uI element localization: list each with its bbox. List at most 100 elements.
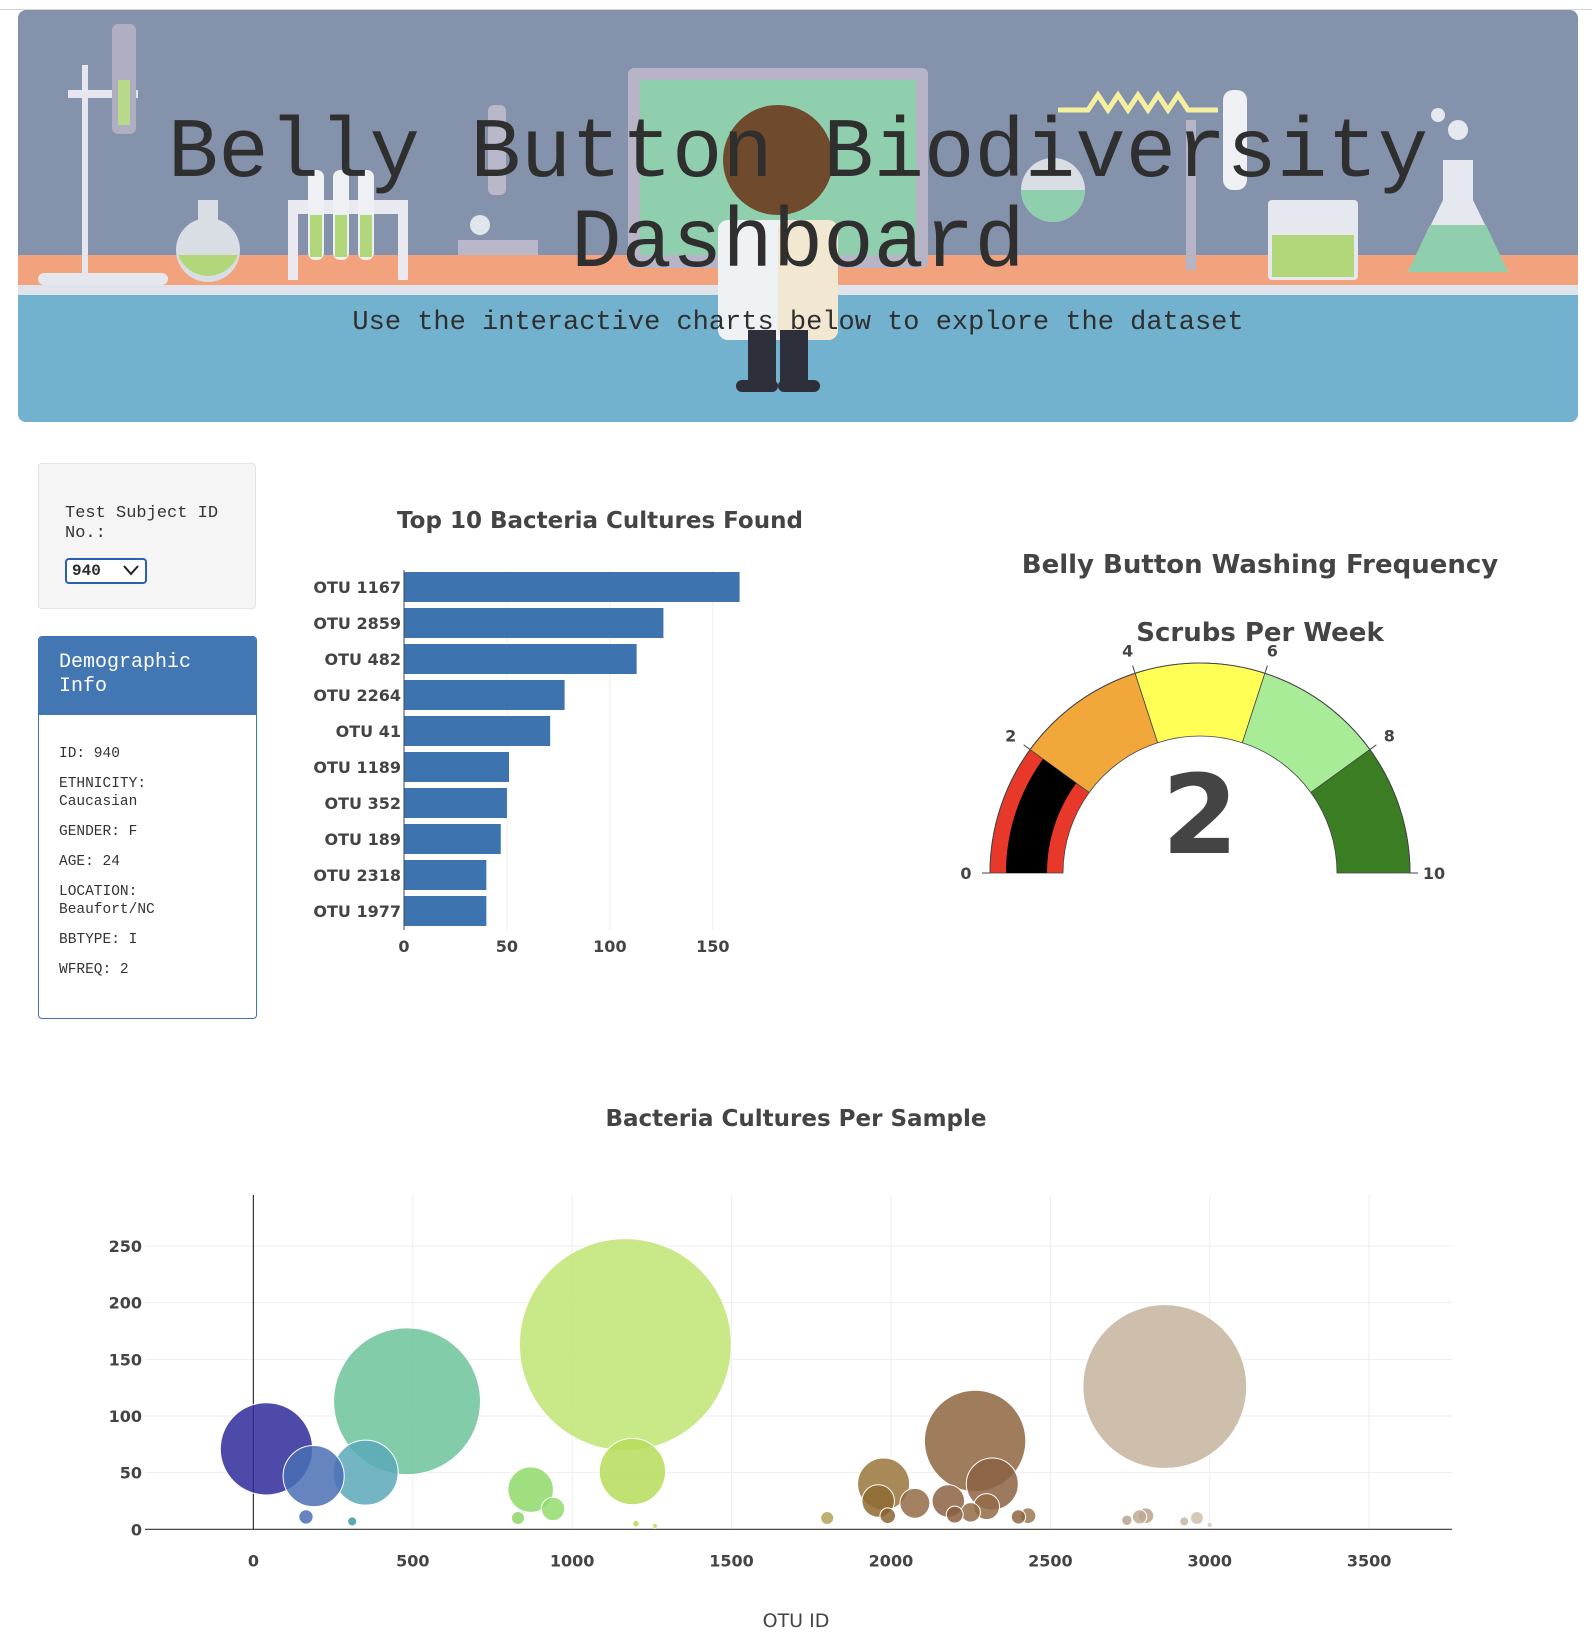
bubble[interactable] bbox=[1189, 1511, 1204, 1525]
bar-category-label: OTU 1977 bbox=[313, 902, 401, 921]
bubble[interactable] bbox=[632, 1519, 640, 1528]
bar[interactable] bbox=[404, 608, 664, 638]
gauge-tick-label: 2 bbox=[1005, 726, 1016, 745]
bubble[interactable] bbox=[973, 1493, 1001, 1521]
bubble[interactable] bbox=[507, 1466, 554, 1513]
gauge-step bbox=[1134, 662, 1266, 744]
bar[interactable] bbox=[404, 896, 487, 926]
bubble[interactable] bbox=[652, 1522, 659, 1529]
bar-chart-title: Top 10 Bacteria Cultures Found bbox=[397, 508, 803, 534]
bar-category-label: OTU 2264 bbox=[313, 686, 401, 705]
bubble[interactable] bbox=[598, 1437, 667, 1506]
subject-selector-panel: Test Subject ID No.: 940 bbox=[38, 463, 256, 609]
demographic-row-bbtype: BBTYPE: I bbox=[59, 932, 138, 948]
page-title: Belly Button Biodiversity Dashboard bbox=[167, 107, 1429, 292]
gauge-tick-label: 0 bbox=[960, 864, 971, 883]
bubble[interactable] bbox=[965, 1457, 1019, 1511]
subject-id-selected-value: 940 bbox=[72, 562, 101, 580]
bar[interactable] bbox=[404, 680, 565, 710]
bar-chart-plot[interactable]: 0 50 100 150 OTU 1167 OTU 2859 OTU 482 OTU 2264… bbox=[300, 490, 860, 990]
bubble-y-tick-label: 150 bbox=[109, 1350, 142, 1369]
bubble[interactable] bbox=[1179, 1516, 1190, 1527]
bubble[interactable] bbox=[219, 1402, 314, 1496]
bubble[interactable] bbox=[518, 1238, 732, 1452]
bubble[interactable] bbox=[510, 1511, 525, 1525]
bar[interactable] bbox=[404, 752, 509, 782]
bubble[interactable] bbox=[1131, 1509, 1148, 1525]
bubble[interactable] bbox=[1137, 1507, 1155, 1525]
bubble[interactable] bbox=[879, 1507, 897, 1525]
bubble[interactable] bbox=[1121, 1514, 1133, 1526]
top-divider bbox=[0, 9, 1592, 10]
bar-category-label: OTU 482 bbox=[325, 650, 401, 669]
bubble-y-tick-label: 200 bbox=[109, 1294, 142, 1313]
gauge-subtitle: Scrubs Per Week bbox=[1136, 618, 1384, 648]
bubble-x-tick-label: 1500 bbox=[709, 1551, 754, 1570]
gauge-tick-label: 6 bbox=[1267, 641, 1278, 660]
bubble[interactable] bbox=[540, 1496, 566, 1522]
demographic-info-panel: Demographic Info ID: 940 ETHNICITY: Cauc… bbox=[38, 636, 257, 1019]
top-ten-bar-chart[interactable]: Top 10 Bacteria Cultures Found 0 50 100 150… bbox=[300, 490, 860, 990]
bubble[interactable] bbox=[931, 1484, 966, 1518]
gauge-tick bbox=[1023, 744, 1031, 750]
lab-illustration bbox=[18, 10, 1578, 422]
subject-id-dropdown[interactable]: 940 bbox=[65, 558, 147, 584]
bubble-x-tick-label: 3500 bbox=[1347, 1551, 1392, 1570]
bubble-y-tick-label: 100 bbox=[109, 1407, 142, 1426]
bubble-x-tick-label: 2500 bbox=[1028, 1551, 1073, 1570]
subject-selector-label: Test Subject ID No.: bbox=[65, 504, 219, 543]
demographic-info-heading: Demographic Info bbox=[39, 637, 256, 715]
page-subtitle: Use the interactive charts below to expl… bbox=[352, 308, 1244, 338]
bubble-x-tick-label: 1000 bbox=[550, 1551, 595, 1570]
bar[interactable] bbox=[404, 572, 740, 602]
gauge-tick-label: 10 bbox=[1423, 864, 1445, 883]
gauge-value-label: 2 bbox=[1162, 751, 1239, 879]
gauge-title: Belly Button Washing Frequency bbox=[1021, 550, 1499, 580]
bubble-x-tick-label: 2000 bbox=[869, 1551, 914, 1570]
gauge-value-bar bbox=[1006, 758, 1077, 873]
bubble[interactable] bbox=[298, 1509, 314, 1525]
gauge-tick bbox=[1264, 665, 1268, 674]
bubble[interactable] bbox=[861, 1484, 895, 1518]
bubble-y-tick-label: 50 bbox=[120, 1464, 142, 1483]
bubble[interactable] bbox=[857, 1457, 911, 1511]
bubble[interactable] bbox=[1019, 1507, 1037, 1525]
bar-x-tick-label: 0 bbox=[398, 937, 409, 956]
bar-x-tick-label: 100 bbox=[593, 937, 626, 956]
gauge-tick-label: 4 bbox=[1122, 641, 1133, 660]
bubble[interactable] bbox=[333, 1327, 481, 1476]
bar[interactable] bbox=[404, 860, 487, 890]
bubble[interactable] bbox=[945, 1505, 964, 1524]
gauge-outline bbox=[989, 662, 1411, 874]
bar-category-label: OTU 2318 bbox=[313, 866, 401, 885]
demographic-row-id: ID: 940 bbox=[59, 746, 120, 762]
demographic-row-gender: GENDER: F bbox=[59, 824, 138, 840]
demographic-info-body: ID: 940 ETHNICITY: Caucasian GENDER: F A… bbox=[39, 715, 256, 979]
bubble[interactable] bbox=[899, 1487, 931, 1519]
bubble-x-tick-label: 3000 bbox=[1187, 1551, 1232, 1570]
header-banner: Belly Button Biodiversity Dashboard Use … bbox=[18, 10, 1578, 422]
bubble-chart-xlabel: OTU ID bbox=[762, 1610, 830, 1632]
bar-x-tick-label: 150 bbox=[696, 937, 729, 956]
bar[interactable] bbox=[404, 788, 507, 818]
bubble[interactable] bbox=[960, 1502, 981, 1523]
bubble[interactable] bbox=[332, 1439, 399, 1506]
washing-frequency-gauge[interactable]: Belly Button Washing Frequency Scrubs Pe… bbox=[960, 520, 1560, 950]
gauge-plot[interactable]: 0 2 4 6 8 10 2 bbox=[960, 520, 1560, 950]
bar-x-tick-label: 50 bbox=[496, 937, 518, 956]
bubble[interactable] bbox=[820, 1511, 835, 1525]
bubble-y-tick-label: 250 bbox=[109, 1237, 142, 1256]
bubble[interactable] bbox=[1082, 1304, 1248, 1469]
bubble[interactable] bbox=[1206, 1521, 1213, 1528]
bubble[interactable] bbox=[347, 1516, 358, 1527]
demographic-row-ethnicity: ETHNICITY: Caucasian bbox=[59, 776, 147, 810]
bubble[interactable] bbox=[282, 1445, 345, 1508]
bar[interactable] bbox=[404, 644, 637, 674]
bubble[interactable] bbox=[923, 1389, 1027, 1493]
bar[interactable] bbox=[404, 716, 551, 746]
bubble-x-tick-label: 500 bbox=[396, 1551, 429, 1570]
bar[interactable] bbox=[404, 824, 501, 854]
chevron-down-icon bbox=[123, 565, 139, 576]
bar-category-label: OTU 2859 bbox=[313, 614, 401, 633]
bubble[interactable] bbox=[1010, 1509, 1027, 1525]
